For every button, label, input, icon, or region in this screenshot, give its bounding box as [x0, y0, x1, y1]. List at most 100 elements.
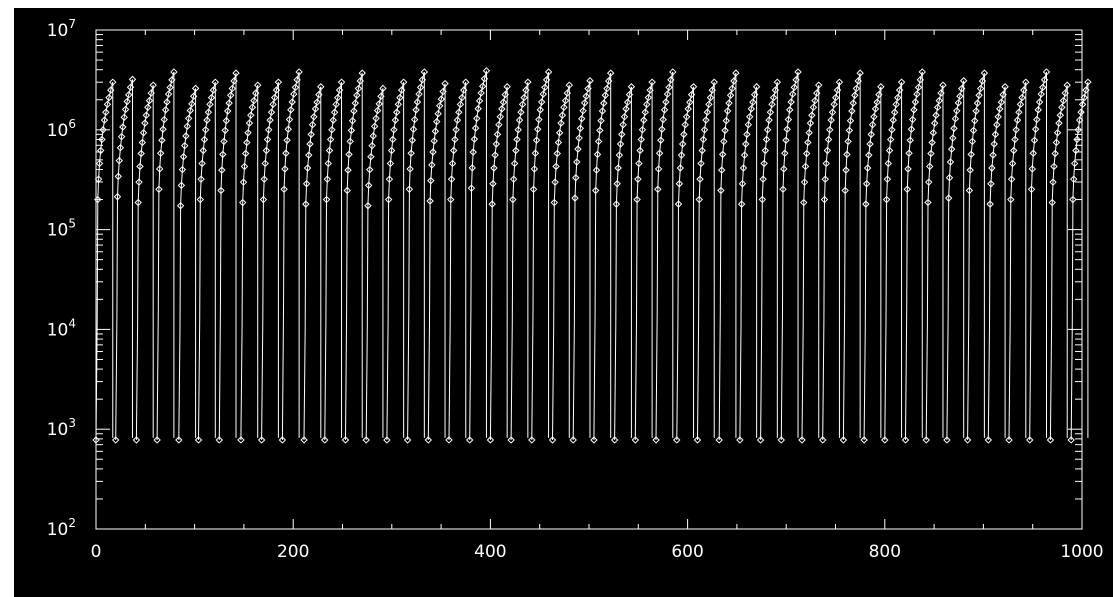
data-point-marker	[126, 83, 135, 91]
data-point-marker	[994, 113, 1002, 121]
data-point-marker	[530, 165, 539, 173]
data-point-marker	[675, 180, 684, 188]
data-point-marker	[601, 91, 610, 99]
data-point-marker	[856, 69, 864, 77]
y-tick-label: 103	[47, 416, 76, 440]
data-point-marker	[356, 77, 364, 85]
data-point-marker	[518, 100, 527, 109]
data-point-marker	[470, 135, 479, 143]
data-point-marker	[366, 165, 374, 174]
data-point-marker	[536, 106, 544, 114]
data-point-marker	[429, 148, 437, 156]
data-point-marker	[436, 102, 444, 110]
data-point-marker	[740, 151, 749, 159]
x-tick-label: 200	[277, 542, 309, 562]
data-point-marker	[310, 113, 318, 121]
y-tick-label: 104	[47, 316, 76, 340]
data-point-marker	[782, 136, 790, 144]
data-point-marker	[270, 93, 279, 102]
data-point-marker	[341, 436, 350, 444]
data-point-marker	[723, 107, 732, 115]
data-point-marker	[317, 83, 325, 91]
data-point-marker	[224, 107, 232, 115]
data-point-marker	[159, 125, 167, 133]
data-point-marker	[569, 436, 577, 444]
series-cycle-line	[1029, 71, 1047, 441]
data-point-marker	[558, 111, 567, 119]
data-point-marker	[698, 146, 706, 155]
data-point-marker	[471, 124, 480, 132]
data-point-marker	[702, 116, 710, 124]
data-point-marker	[966, 166, 974, 174]
data-point-marker	[654, 165, 663, 173]
x-tick-label: 800	[869, 542, 901, 562]
data-point-marker	[761, 146, 770, 155]
data-point-marker	[513, 135, 521, 144]
data-point-marker	[437, 95, 446, 103]
data-point-marker	[175, 436, 183, 444]
data-point-marker	[743, 130, 751, 139]
data-point-marker	[616, 140, 625, 148]
series-cycle-line	[407, 71, 425, 441]
data-point-marker	[397, 86, 406, 94]
data-point-marker	[377, 92, 385, 100]
data-point-marker	[308, 120, 317, 129]
data-point-marker	[845, 126, 854, 135]
data-point-marker	[344, 166, 352, 174]
data-point-marker	[1028, 165, 1037, 173]
data-point-marker	[818, 436, 827, 444]
data-point-marker	[848, 107, 856, 115]
data-point-marker	[285, 115, 294, 124]
data-point-marker	[586, 77, 594, 85]
data-point-marker	[259, 195, 268, 204]
data-point-marker	[954, 99, 963, 107]
data-point-marker	[468, 164, 476, 172]
data-point-marker	[430, 137, 438, 145]
data-point-marker	[717, 186, 725, 195]
series-cycle-line	[531, 71, 550, 441]
data-point-marker	[597, 117, 605, 125]
data-point-marker	[830, 100, 838, 109]
series-cycle-line	[178, 88, 197, 441]
y-tick-label: 102	[47, 516, 76, 540]
data-point-marker	[978, 77, 987, 85]
data-point-marker	[591, 186, 600, 195]
data-point-marker	[1034, 106, 1042, 114]
data-point-marker	[453, 116, 462, 124]
data-point-marker	[181, 141, 189, 150]
data-point-marker	[846, 117, 855, 125]
x-tick-label: 400	[474, 542, 506, 562]
data-point-marker	[207, 93, 216, 102]
data-point-marker	[510, 159, 519, 168]
data-point-marker	[203, 116, 211, 124]
data-point-marker	[648, 78, 656, 86]
data-point-marker	[196, 195, 205, 204]
plot-frame	[95, 29, 1083, 530]
data-point-marker	[160, 115, 168, 124]
data-point-marker	[141, 119, 149, 127]
data-point-marker	[907, 125, 916, 133]
data-point-marker	[447, 195, 455, 204]
data-point-marker	[885, 146, 894, 155]
data-point-marker	[927, 149, 935, 158]
data-point-marker	[524, 78, 532, 86]
data-point-marker	[138, 138, 147, 147]
series-cycle-line	[386, 82, 405, 441]
data-point-marker	[155, 185, 163, 194]
data-point-marker	[480, 75, 489, 83]
series-cycle-line	[448, 82, 467, 441]
data-point-marker	[531, 149, 540, 157]
data-point-marker	[534, 125, 542, 133]
data-point-marker	[633, 195, 641, 204]
data-point-marker	[149, 81, 157, 89]
chart: 0 200 400 600 800 1000 102 103 104 105 106 107	[47, 17, 1104, 562]
series-cycle-line	[884, 82, 903, 441]
data-point-marker	[116, 144, 125, 152]
data-point-marker	[416, 83, 425, 92]
data-point-marker	[385, 175, 394, 183]
data-point-marker	[1001, 83, 1009, 91]
data-point-marker	[407, 149, 415, 157]
data-point-marker	[820, 195, 829, 204]
data-point-marker	[610, 436, 619, 444]
data-point-marker	[439, 87, 447, 96]
